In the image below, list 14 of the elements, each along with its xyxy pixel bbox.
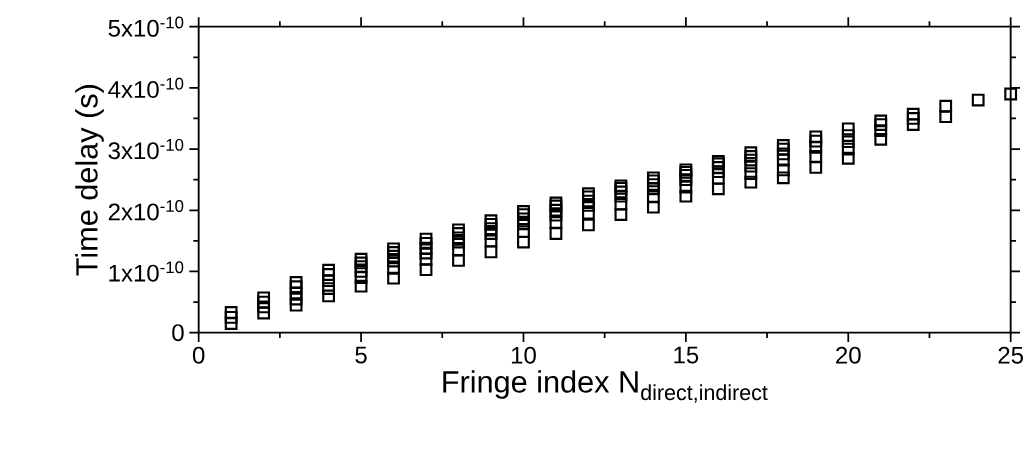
x-tick-label: 0 [192, 346, 205, 364]
x-tick-label: 10 [511, 346, 536, 364]
x-tick-label: 5 [355, 346, 367, 364]
x-tick-label: 15 [674, 346, 699, 364]
y-tick-label: 4x10$^{-10}$ [108, 77, 184, 99]
y-tick-label: 2x10$^{-10}$ [108, 200, 184, 221]
y-tick-label: 5x10$^{-10}$ [108, 16, 184, 37]
x-axis-title: $\text{Fringe index N}_{\text{direct,indirect}}$ [443, 370, 768, 403]
y-tick-label: 1x10$^{-10}$ [109, 261, 184, 282]
x-tick-label: 25 [998, 346, 1023, 364]
x-tick-label: 20 [836, 346, 861, 364]
y-tick-label: 0 [172, 324, 184, 342]
y-tick-label: 3x10$^{-10}$ [108, 138, 184, 160]
y-axis-title: Time delay (s) [75, 85, 104, 276]
